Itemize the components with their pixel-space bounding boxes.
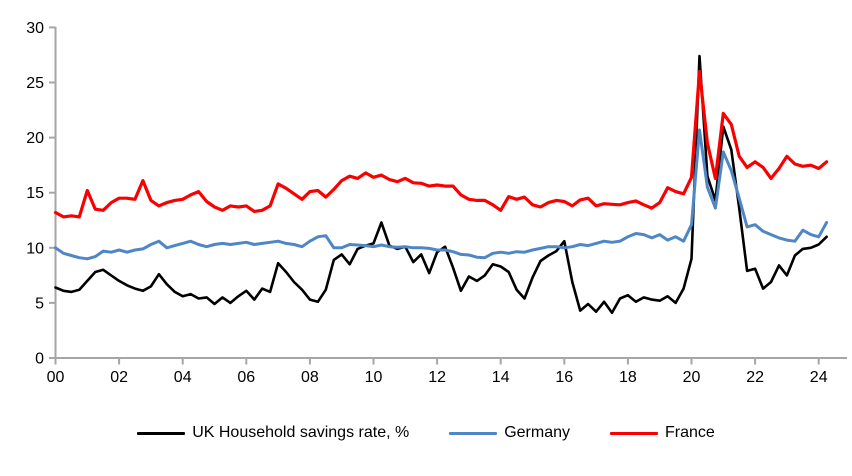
y-tick-label-25: 25: [26, 75, 44, 92]
legend-item-germany: Germany: [449, 424, 570, 442]
plot-lines: [53, 54, 829, 315]
x-tick-label-04: 04: [174, 369, 192, 386]
y-tick-label-5: 5: [35, 295, 44, 312]
x-tick-label-08: 08: [301, 369, 319, 386]
y-axis: 0 5 10 15 20 25 30: [26, 20, 57, 368]
y-tick-label-15: 15: [26, 185, 44, 202]
legend-item-france: France: [610, 424, 715, 442]
x-tick-label-02: 02: [110, 369, 128, 386]
y-tick-label-30: 30: [26, 20, 44, 37]
y-tick-label-20: 20: [26, 130, 44, 147]
x-tick-label-22: 22: [746, 369, 764, 386]
x-tick-label-16: 16: [555, 369, 573, 386]
legend-label-france: France: [665, 424, 715, 441]
series-line-germany: [54, 128, 829, 261]
x-tick-label-14: 14: [492, 369, 510, 386]
x-tick-label-12: 12: [428, 369, 446, 386]
x-tick-label-06: 06: [237, 369, 255, 386]
x-tick-label-18: 18: [619, 369, 637, 386]
uk-line-swatch: [137, 431, 186, 435]
x-tick-label-10: 10: [365, 369, 383, 386]
y-tick-label-0: 0: [35, 351, 44, 368]
y-tick-label-10: 10: [26, 240, 44, 257]
x-axis: 00 02 04 06 08 10 12 14 16 18 20 22 24: [47, 357, 847, 386]
legend-label-germany: Germany: [504, 424, 570, 441]
x-tick-label-20: 20: [683, 369, 701, 386]
legend-item-uk: UK Household savings rate, %: [137, 424, 409, 442]
series-line-france: [53, 69, 829, 219]
x-tick-label-24: 24: [810, 369, 828, 386]
legend-label-uk: UK Household savings rate, %: [192, 424, 410, 441]
germany-line-swatch: [449, 431, 498, 435]
chart-legend: UK Household savings rate, % Germany Fra…: [0, 424, 852, 442]
x-tick-label-00: 00: [47, 369, 65, 386]
france-line-swatch: [610, 431, 658, 435]
